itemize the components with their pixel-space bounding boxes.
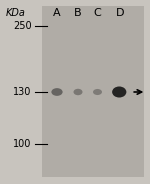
Ellipse shape <box>93 89 102 95</box>
Text: D: D <box>116 8 124 18</box>
FancyBboxPatch shape <box>42 6 144 177</box>
Text: 100: 100 <box>13 139 32 148</box>
Text: 250: 250 <box>13 21 32 31</box>
Ellipse shape <box>112 86 126 98</box>
Text: B: B <box>74 8 82 18</box>
Text: C: C <box>94 8 101 18</box>
Ellipse shape <box>51 88 63 96</box>
Text: KDa: KDa <box>6 8 26 18</box>
Text: A: A <box>53 8 61 18</box>
Ellipse shape <box>74 89 82 95</box>
Text: 130: 130 <box>13 87 32 97</box>
